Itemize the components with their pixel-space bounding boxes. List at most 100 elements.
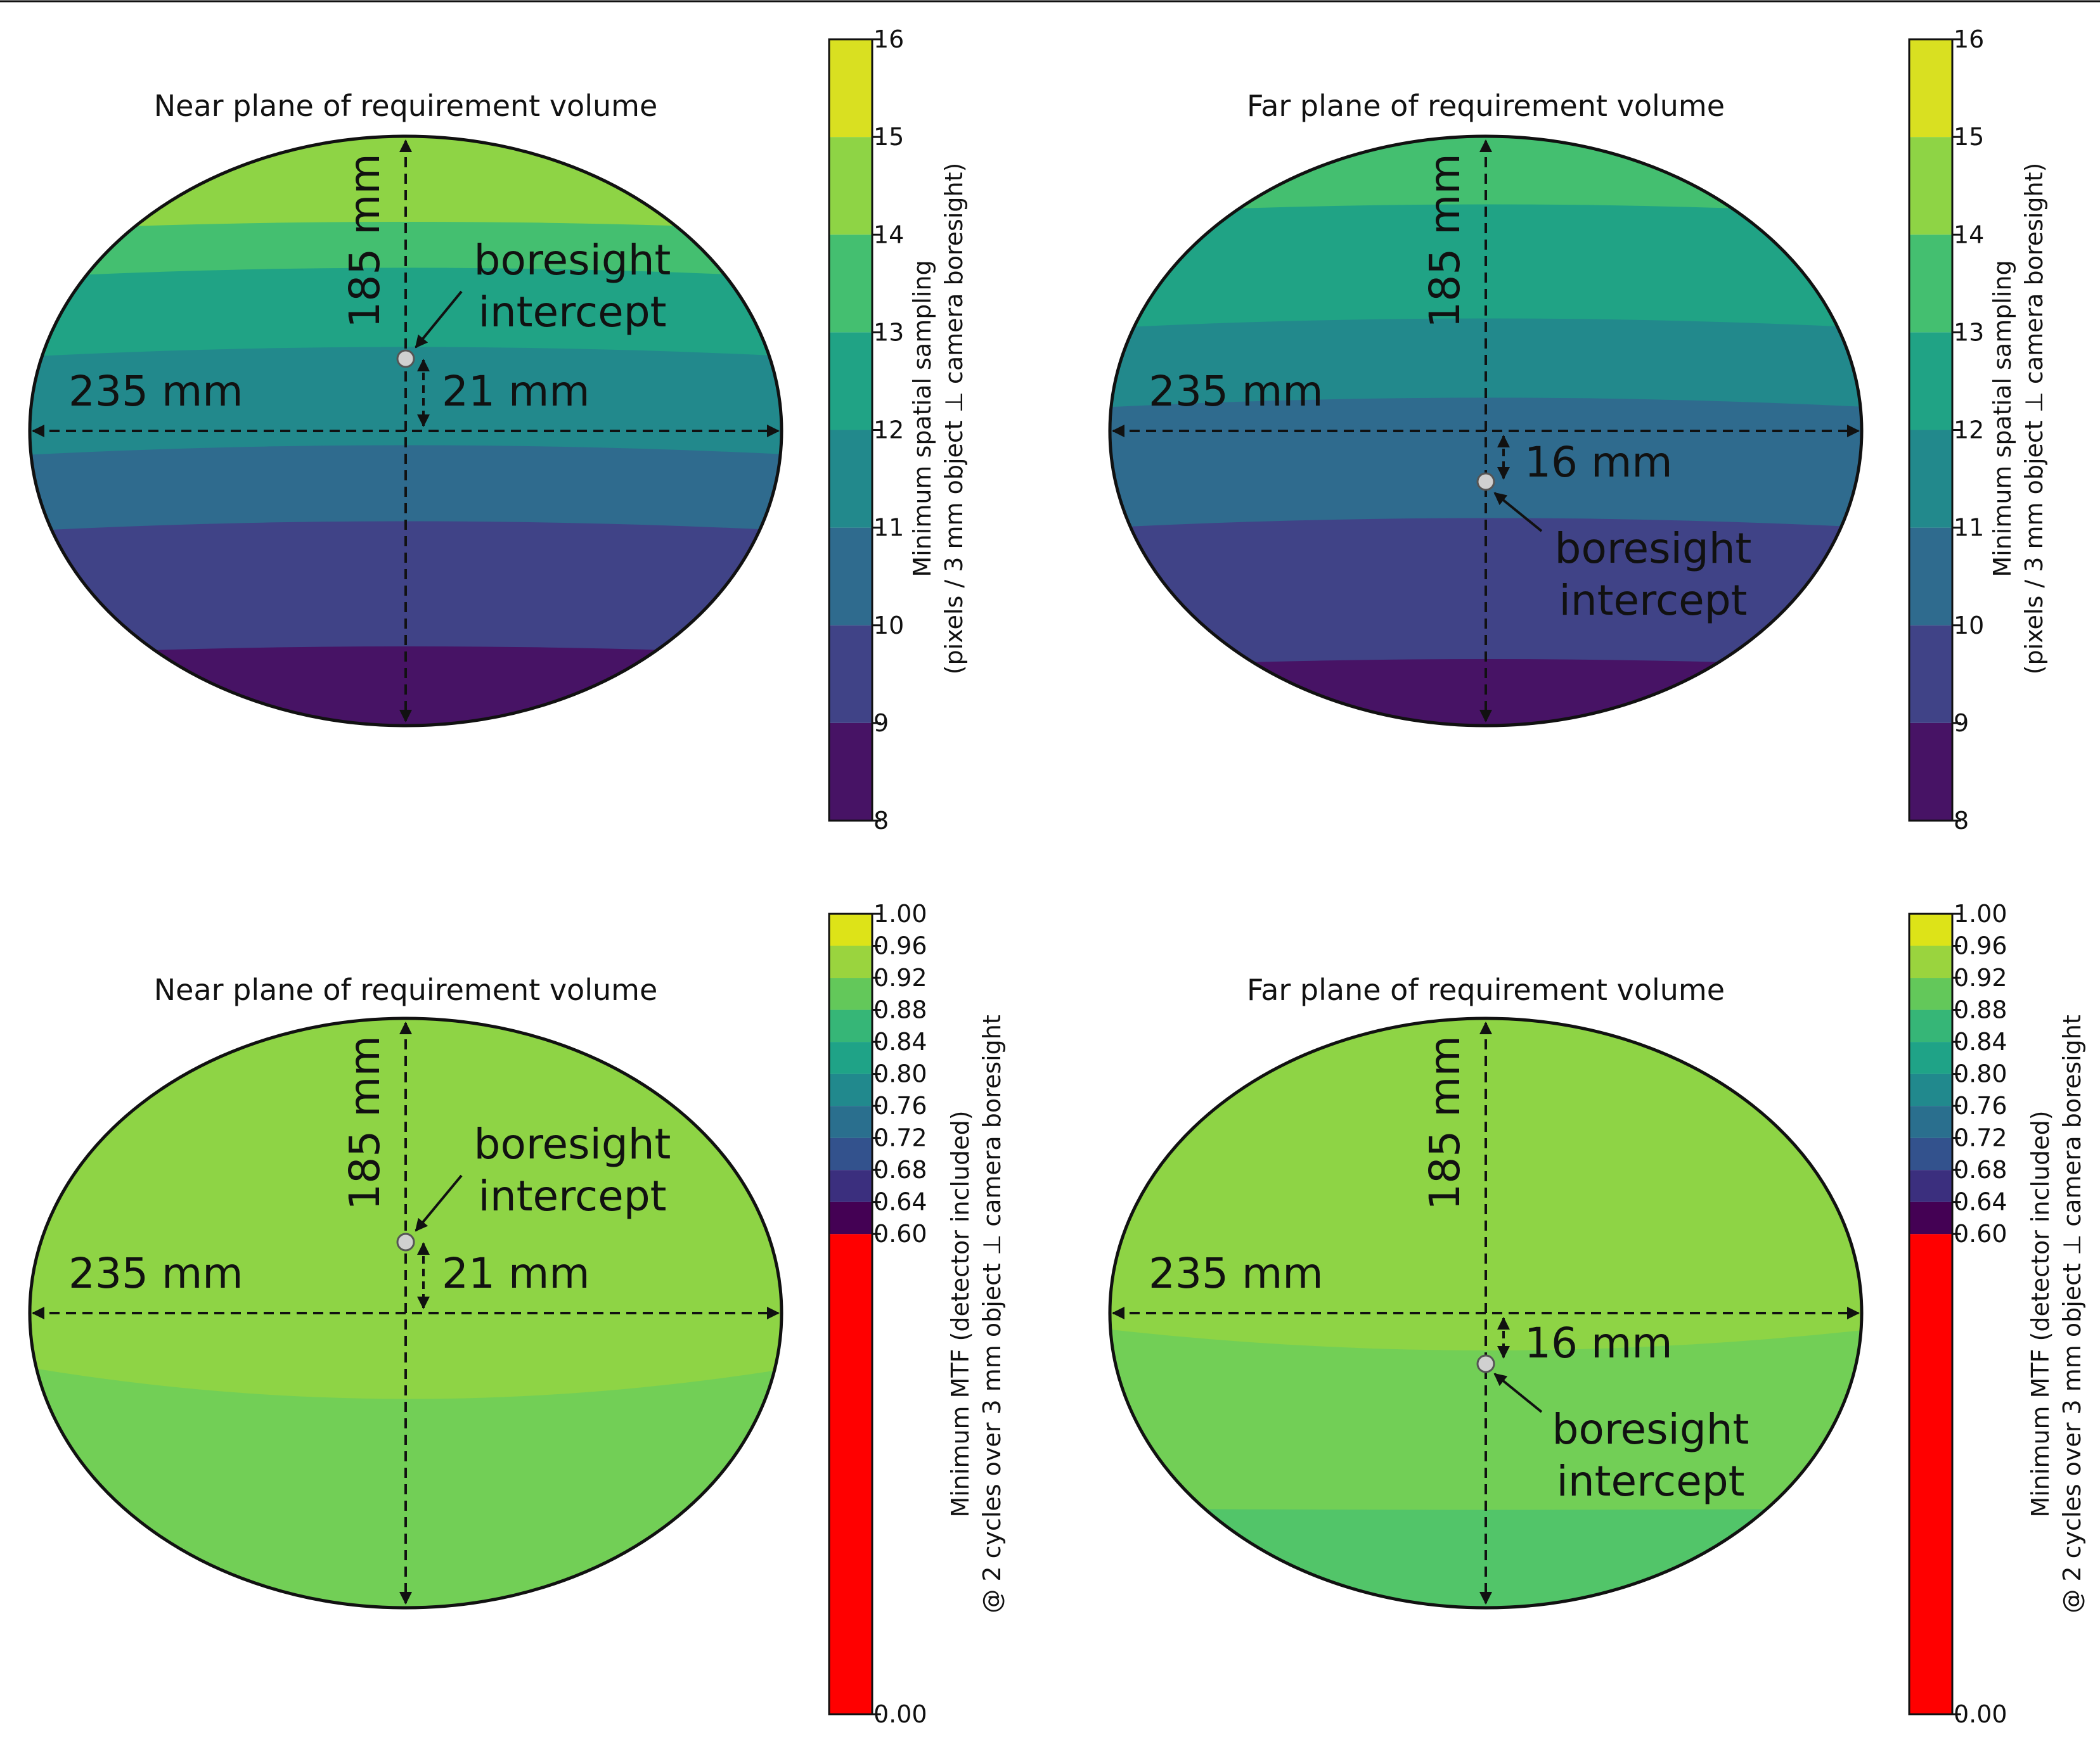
panel-title: Far plane of requirement volume <box>1247 973 1725 1007</box>
intercept-label: boresight intercept <box>474 1120 671 1221</box>
colorbar-level-0.72 <box>829 1106 872 1138</box>
colorbar-tick-label: 16 <box>873 25 904 53</box>
colorbar-level-9-10 <box>829 625 872 723</box>
colorbar-tick-label: 0.00 <box>1954 1700 2007 1728</box>
colorbar-level-8-9 <box>1909 722 1952 821</box>
colorbar-tick-label: 8 <box>873 807 889 835</box>
colorbar-level-0.72 <box>1909 1106 1952 1138</box>
colorbar-level-0.68 <box>829 1138 872 1170</box>
intercept-label-line1: boresight <box>1552 1405 1749 1454</box>
colorbar-sampling-far: 8 9 10 11 12 13 14 15 16 Minimum spatial sampling… <box>1908 25 2048 835</box>
intercept-pointer-arrow <box>415 290 463 349</box>
colorbar-level-13-14 <box>1909 234 1952 333</box>
colorbar-tick-label: 14 <box>1954 221 1984 248</box>
colorbar-tick-label: 13 <box>873 318 904 346</box>
colorbar-label-line-1: Minimum MTF (detector included) <box>946 1110 974 1517</box>
intercept-label: boresight intercept <box>474 236 671 337</box>
colorbar-label-line-2: @ 2 cycles over 3 mm object ⊥ camera bor… <box>2058 1015 2086 1613</box>
intercept-pointer-arrow <box>1493 492 1543 532</box>
intercept-label-line1: boresight <box>474 236 671 285</box>
colorbar-level-0.84 <box>829 1010 872 1042</box>
colorbar-tick-label: 0.68 <box>1954 1156 2007 1184</box>
height-label: 185 mm <box>1420 153 1469 328</box>
colorbar-level-0.76 <box>829 1074 872 1106</box>
colorbar-tick-label: 0.84 <box>873 1028 927 1056</box>
intercept-label-line1: boresight <box>1555 524 1752 573</box>
intercept-label-line1: boresight <box>474 1120 671 1169</box>
height-label: 185 mm <box>1420 1036 1469 1210</box>
colorbar-level-12-13 <box>1909 332 1952 430</box>
intercept-label-line2: intercept <box>479 1172 667 1221</box>
colorbar-level-0.80 <box>1909 1042 1952 1074</box>
colorbar-level-0.60 <box>1909 1202 1952 1234</box>
colorbar-label-line-2: @ 2 cycles over 3 mm object ⊥ camera bor… <box>978 1015 1006 1613</box>
colorbar-label-line-2: (pixels / 3 mm object ⊥ camera boresight… <box>2020 163 2048 675</box>
colorbar-below-range <box>829 1234 872 1714</box>
offset-label: 16 mm <box>1524 1319 1673 1368</box>
width-label: 235 mm <box>1149 367 1324 416</box>
offset-label: 21 mm <box>442 1249 590 1298</box>
colorbar-level-14-15 <box>829 137 872 235</box>
colorbar-tick-label: 0.76 <box>1954 1092 2007 1120</box>
intercept-pointer-arrow <box>415 1174 463 1232</box>
colorbar-tick-label: 14 <box>873 221 904 248</box>
colorbar-tick-label: 0.60 <box>873 1220 927 1248</box>
requirement-ellipse <box>1108 134 1864 728</box>
colorbar-tick-label: 0.00 <box>873 1700 927 1728</box>
colorbar-level-0.76 <box>1909 1074 1952 1106</box>
requirement-ellipse <box>28 1016 783 1610</box>
colorbar-tick-label: 1.00 <box>1954 900 2007 928</box>
colorbar-level-0.92 <box>829 946 872 978</box>
colorbar-level-0.88 <box>1909 978 1952 1010</box>
colorbar-tick-label: 0.80 <box>873 1060 927 1088</box>
colorbar-tick-label: 10 <box>873 612 904 639</box>
colorbar-level-15-16 <box>829 39 872 138</box>
colorbar-mtf-far: 0.00 0.60 0.64 0.68 0.72 0.76 0.80 0.84 0.88 0.92… <box>1908 900 2086 1728</box>
colorbar-label-line-1: Minimum spatial sampling <box>1988 260 2016 577</box>
boresight-intercept-marker <box>1476 1354 1495 1373</box>
colorbar-level-0.80 <box>829 1042 872 1074</box>
requirement-ellipse <box>28 134 783 728</box>
colorbar-label-line-1: Minimum MTF (detector included) <box>2026 1110 2054 1517</box>
colorbar-level-8-9 <box>829 722 872 821</box>
boresight-intercept-marker <box>396 349 415 368</box>
colorbar-level-9-10 <box>1909 625 1952 723</box>
colorbar-level-0.64 <box>829 1170 872 1202</box>
panel-title: Far plane of requirement volume <box>1247 89 1725 123</box>
width-label: 235 mm <box>68 1249 243 1298</box>
colorbar-label-line-1: Minimum spatial sampling <box>908 260 936 577</box>
boresight-intercept-marker <box>396 1233 415 1252</box>
colorbar-level-0.92 <box>1909 946 1952 978</box>
colorbar-tick-label: 11 <box>1954 514 1984 542</box>
colorbar-tick-label: 11 <box>873 514 904 542</box>
colorbar-tick-label: 0.88 <box>873 996 927 1024</box>
intercept-label-line2: intercept <box>1557 1457 1745 1506</box>
intercept-label: boresight intercept <box>1552 1405 1749 1506</box>
width-label: 235 mm <box>68 367 243 416</box>
colorbar-level-0.64 <box>1909 1170 1952 1202</box>
colorbar-sampling-near: 8 9 10 11 12 13 14 15 16 Minimum spatial sampling… <box>828 25 968 835</box>
colorbar-tick-label: 0.92 <box>873 964 927 992</box>
colorbar-tick-label: 0.64 <box>873 1188 927 1216</box>
colorbar-tick-label: 1.00 <box>873 900 927 928</box>
colorbar-tick-label: 0.92 <box>1954 964 2007 992</box>
colorbar-level-0.68 <box>1909 1138 1952 1170</box>
colorbar-frame <box>1908 913 1954 1715</box>
intercept-label-line2: intercept <box>1559 576 1748 625</box>
colorbar-tick-label: 16 <box>1954 25 1984 53</box>
colorbar-tick-label: 12 <box>873 416 904 444</box>
colorbar-below-range <box>1909 1234 1952 1714</box>
intercept-label: boresight intercept <box>1555 524 1752 625</box>
boresight-intercept-marker <box>1476 472 1495 491</box>
colorbar-level-12-13 <box>829 332 872 430</box>
colorbar-level-14-15 <box>1909 137 1952 235</box>
colorbar-level-0.88 <box>829 978 872 1010</box>
colorbar-tick-label: 0.60 <box>1954 1220 2007 1248</box>
colorbar-level-0.96 <box>829 914 872 946</box>
intercept-label-line2: intercept <box>479 288 667 337</box>
colorbar-tick-label: 0.96 <box>873 932 927 960</box>
colorbar-mtf-near: 0.00 0.60 0.64 0.68 0.72 0.76 0.80 0.84 0.88 0.92… <box>828 900 1006 1728</box>
requirement-ellipse <box>1108 1016 1864 1610</box>
colorbar-tick-label: 12 <box>1954 416 1984 444</box>
colorbar-level-11-12 <box>829 430 872 528</box>
